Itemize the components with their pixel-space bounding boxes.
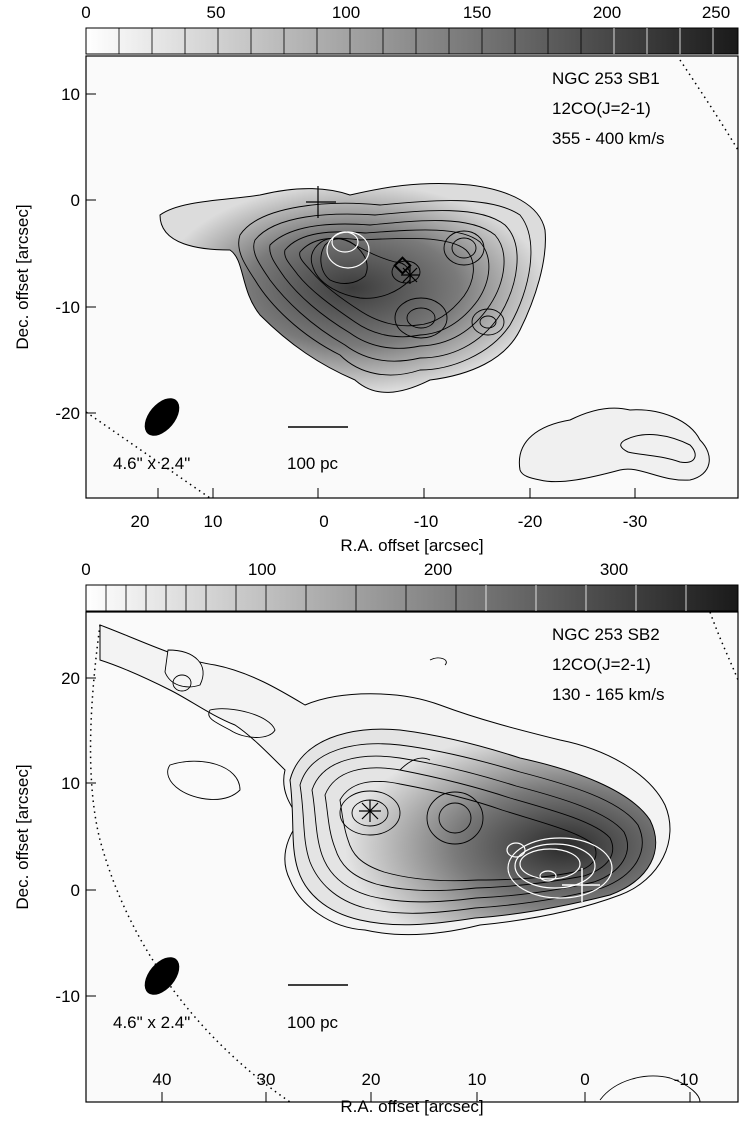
- asterisk-marker: [401, 266, 419, 284]
- x-tick: 20: [131, 512, 150, 531]
- beam-label: 4.6" x 2.4": [113, 1013, 190, 1032]
- x-tick: 0: [319, 512, 328, 531]
- colorbar-tick: 200: [424, 560, 452, 579]
- y-tick: -20: [55, 404, 80, 423]
- intensity-map: [86, 612, 738, 1102]
- x-axis-title: R.A. offset [arcsec]: [340, 1097, 483, 1116]
- beam-ellipse: [144, 957, 180, 995]
- colorbar-tick: 0: [81, 3, 90, 22]
- y-tick: 0: [71, 191, 80, 210]
- colorbar-tick: 50: [207, 3, 226, 22]
- y-tick: 20: [61, 669, 80, 688]
- plot-frame: [85, 55, 739, 499]
- annotation-velocity: 355 - 400 km/s: [552, 129, 664, 148]
- annotation-source: NGC 253 SB2: [552, 625, 660, 644]
- asterisk-marker: [359, 800, 381, 822]
- colorbar: 0 50 100 150 200 250: [81, 3, 739, 55]
- annotation-line: 12CO(J=2-1): [552, 655, 651, 674]
- x-tick: 20: [362, 1070, 381, 1089]
- x-tick: 10: [204, 512, 223, 531]
- colorbar: 0 100 200 300: [81, 560, 739, 612]
- y-axis-title: Dec. offset [arcsec]: [13, 204, 32, 349]
- x-tick: -10: [674, 1070, 699, 1089]
- x-tick: 40: [153, 1070, 172, 1089]
- scalebar-label: 100 pc: [287, 1013, 339, 1032]
- colorbar-tick: 300: [600, 560, 628, 579]
- y-tick: 10: [61, 85, 80, 104]
- plot-frame: [85, 611, 739, 1103]
- x-tick: -20: [518, 512, 543, 531]
- y-tick: 10: [61, 774, 80, 793]
- annotation-line: 12CO(J=2-1): [552, 99, 651, 118]
- annotation-velocity: 130 - 165 km/s: [552, 685, 664, 704]
- y-tick: 0: [71, 881, 80, 900]
- y-tick: -10: [55, 298, 80, 317]
- y-tick: -10: [55, 987, 80, 1006]
- cross-marker: [562, 868, 600, 902]
- colorbar-tick: 150: [463, 3, 491, 22]
- beam-label: 4.6" x 2.4": [113, 454, 190, 473]
- x-tick: 0: [580, 1070, 589, 1089]
- colorbar-tick: 0: [81, 560, 90, 579]
- diamond-marker: [393, 256, 412, 275]
- colorbar-tick: 100: [248, 560, 276, 579]
- x-tick: 30: [257, 1070, 276, 1089]
- y-axis-title: Dec. offset [arcsec]: [13, 764, 32, 909]
- colorbar-tick: 100: [332, 3, 360, 22]
- x-tick: -30: [623, 512, 648, 531]
- cross-marker: [306, 186, 336, 218]
- scalebar-label: 100 pc: [287, 454, 339, 473]
- colorbar-tick: 250: [702, 3, 730, 22]
- beam-ellipse: [144, 398, 180, 436]
- colorbar-tick: 200: [593, 3, 621, 22]
- panel-sb1: 0 50 100 150 200 250: [13, 3, 739, 555]
- intensity-map: [86, 56, 738, 498]
- x-tick: 10: [468, 1070, 487, 1089]
- x-tick: -10: [414, 512, 439, 531]
- x-axis-title: R.A. offset [arcsec]: [340, 536, 483, 555]
- annotation-source: NGC 253 SB1: [552, 69, 660, 88]
- panel-sb2: 0 100 200 300: [13, 560, 739, 1116]
